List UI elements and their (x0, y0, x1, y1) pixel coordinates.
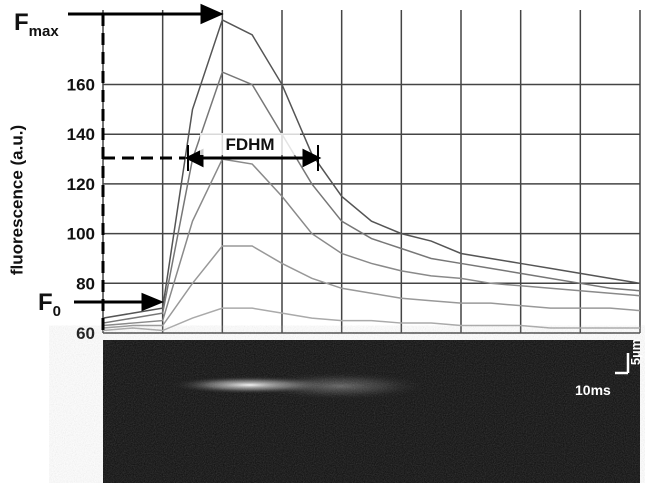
image-noise (103, 340, 640, 483)
figure: 60 80 100 120 140 160 fluorescence (a.u.) Fma… (0, 0, 645, 483)
time-scale-label: 10ms (575, 382, 611, 398)
y-axis-label: fluorescence (a.u.) (7, 125, 26, 275)
y-tick-label: 60 (76, 324, 95, 343)
space-scale-label: 5µm (628, 339, 643, 365)
y-tick-label: 100 (67, 225, 95, 244)
y-tick-label: 160 (67, 76, 95, 95)
fmax-label: Fmax (14, 9, 59, 40)
y-tick-label: 120 (67, 175, 95, 194)
fdhm-label: FDHM (225, 135, 274, 154)
y-tick-label: 140 (67, 125, 95, 144)
y-tick-label: 80 (76, 274, 95, 293)
spark-tail (250, 372, 430, 400)
f0-label: F0 (38, 289, 61, 320)
